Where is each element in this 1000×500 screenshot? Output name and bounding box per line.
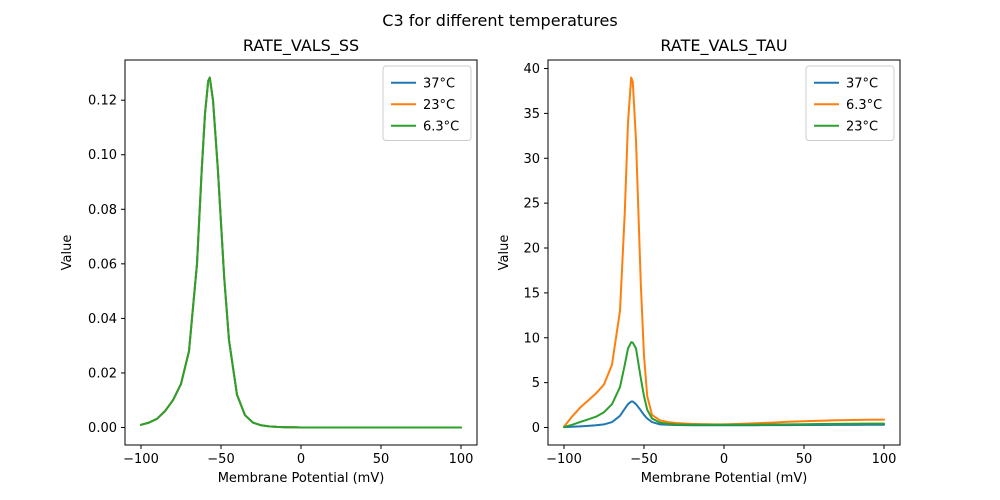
x-tick-label: 50 — [796, 452, 813, 467]
y-tick-label: 0.02 — [88, 366, 117, 381]
y-tick-label: 15 — [523, 286, 540, 301]
x-tick-label: −50 — [630, 452, 657, 467]
y-tick-label: 40 — [523, 62, 540, 77]
legend-rate-vals-tau: 37°C 6.3°C 23°C — [805, 65, 895, 141]
series-line-6.3C-rate-vals-tau — [563, 76, 885, 428]
y-axis-label-rate-vals-tau: Value — [497, 235, 512, 271]
y-tick-label: 0.10 — [88, 148, 117, 163]
subplot-title-rate-vals-tau: RATE_VALS_TAU — [660, 36, 787, 56]
y-tick-label: 0.04 — [88, 312, 117, 327]
legend-label: 23°C — [846, 119, 878, 134]
y-tick-label: 0.12 — [88, 94, 117, 109]
legend-label: 37°C — [846, 76, 878, 91]
x-tick-label: 100 — [449, 452, 474, 467]
y-tick-label: 5 — [532, 376, 540, 391]
y-tick-label: 35 — [523, 107, 540, 122]
y-tick-label: 10 — [523, 331, 540, 346]
x-tick-label: 0 — [297, 452, 305, 467]
x-axis-label-rate-vals-tau: Membrane Potential (mV) — [641, 471, 808, 486]
x-tick-label: −100 — [123, 452, 159, 467]
subplot-rate-vals-tau: RATE_VALS_TAU −100 −50 0 50 100 0 5 10 15 20 25 30 35… — [497, 36, 901, 486]
figure-suptitle: C3 for different temperatures — [382, 11, 618, 30]
x-tick-label: 100 — [872, 452, 897, 467]
legend-label: 6.3°C — [423, 119, 459, 134]
y-tick-label: 0.06 — [88, 257, 117, 272]
series-line-23C-rate-vals-tau — [563, 341, 885, 429]
y-tick-label: 0.08 — [88, 203, 117, 218]
y-tick-label: 0.00 — [88, 421, 117, 436]
legend-label: 37°C — [423, 76, 455, 91]
legend-rate-vals-ss: 37°C 23°C 6.3°C — [382, 65, 472, 141]
subplot-title-rate-vals-ss: RATE_VALS_SS — [243, 36, 359, 56]
y-tick-label: 0 — [532, 421, 540, 436]
x-tick-label: 50 — [373, 452, 390, 467]
x-tick-label: 0 — [720, 452, 728, 467]
legend-label: 23°C — [423, 98, 455, 113]
y-tick-label: 30 — [523, 152, 540, 167]
x-tick-label: −100 — [546, 452, 582, 467]
y-tick-label: 25 — [523, 197, 540, 212]
y-axis-label-rate-vals-ss: Value — [60, 235, 75, 271]
legend-frame — [382, 65, 472, 141]
legend-label: 6.3°C — [846, 98, 882, 113]
x-tick-label: −50 — [207, 452, 234, 467]
x-axis-label-rate-vals-ss: Membrane Potential (mV) — [218, 471, 385, 486]
y-tick-label: 20 — [523, 242, 540, 257]
subplot-rate-vals-ss: RATE_VALS_SS −100 −50 0 50 100 0.00 0.02 0.04 0.0… — [60, 36, 478, 486]
series-line-6.3C-rate-vals-ss — [140, 76, 462, 429]
legend-frame — [805, 65, 895, 141]
